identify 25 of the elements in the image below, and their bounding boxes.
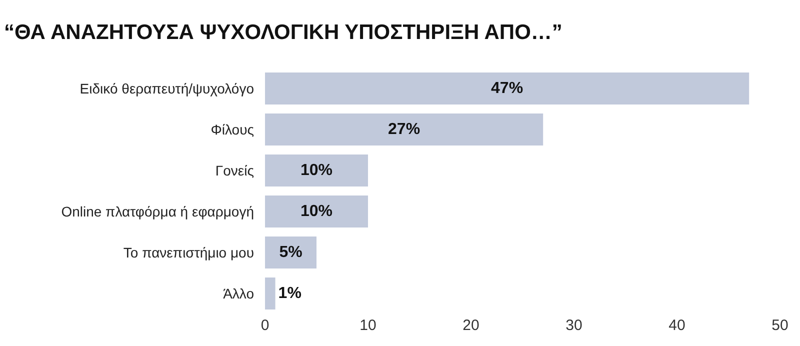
data-label: 27% — [388, 121, 420, 138]
y-tick-label: Online πλατφόρμα ή εφαρμογή — [61, 203, 254, 220]
y-tick-label: Γονείς — [215, 162, 254, 178]
data-label: 10% — [300, 203, 333, 220]
data-label: 47% — [491, 80, 524, 97]
bar — [265, 72, 750, 104]
x-tick-label: 30 — [566, 317, 582, 334]
data-label: 1% — [278, 285, 302, 302]
bar — [265, 154, 368, 186]
chart-title: “ΘΑ ΑΝΑΖΗΤΟΥΣΑ ΨΥΧΟΛΟΓΙΚΗ ΥΠΟΣΤΗΡΙΞΗ ΑΠΟ…” — [4, 20, 562, 44]
x-tick-label: 0 — [260, 317, 270, 334]
bar — [265, 114, 544, 146]
bar — [265, 278, 276, 310]
y-tick-label: Το πανεπιστήμιο μου — [123, 244, 254, 260]
x-tick-label: 20 — [462, 317, 480, 334]
x-tick-label: 40 — [668, 317, 686, 334]
x-tick-label: 10 — [360, 317, 376, 334]
bar — [265, 236, 316, 268]
y-tick-label: Φίλους — [210, 121, 254, 138]
bar — [265, 196, 368, 228]
data-label: 5% — [279, 244, 302, 261]
x-tick-label: 50 — [772, 317, 788, 334]
y-tick-label: Άλλο — [223, 285, 254, 302]
y-tick-label: Ειδικό θεραπευτή/ψυχολόγο — [80, 80, 254, 96]
data-label: 10% — [300, 162, 333, 179]
